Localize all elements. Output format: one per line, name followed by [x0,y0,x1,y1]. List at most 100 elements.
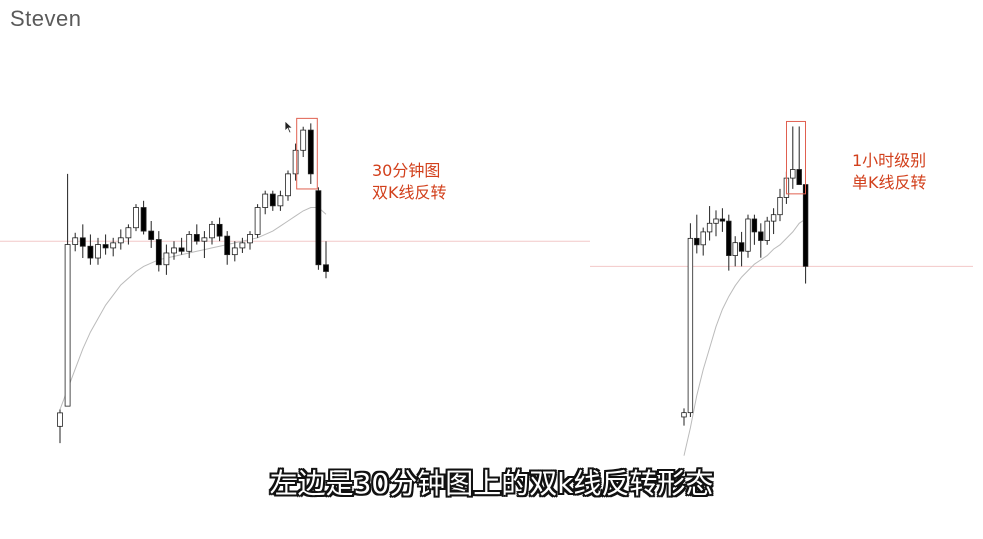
candle-body-down [140,207,147,232]
candle-body-down [307,129,314,175]
candle-14 [163,244,170,275]
candle-17 [790,126,796,189]
candle-body-down [224,235,231,256]
candle-26 [254,204,261,238]
candle-body-up [209,223,215,239]
candle-body-up [790,169,796,179]
candle-body-up [285,173,291,197]
candle-1 [687,223,694,417]
candle-body-up [764,220,770,241]
candle-body-up [300,129,307,151]
candle-body-up [186,234,193,252]
candle-body-down [155,239,162,266]
candle-21 [216,217,223,242]
candle-8 [117,229,124,250]
candle-18 [193,224,200,245]
candle-body-up [201,237,208,242]
candle-body-up [95,244,101,259]
candle-body-up [163,252,170,266]
candle-body-up [231,247,238,256]
candle-body-up [277,195,284,207]
candle-17 [186,231,193,259]
candle-body-down [726,220,732,256]
candle-body-up [770,214,777,222]
candle-10 [745,214,751,258]
annotation-1hour: 1小时级别 单K线反转 [852,150,927,194]
chart-30min [0,117,590,444]
candle-10 [133,204,139,232]
candle-body-up [57,412,63,427]
candle-30 [285,170,291,201]
annotation-30min-line1: 30分钟图 [372,161,441,180]
candle-31 [292,143,299,181]
candle-body-up [125,227,132,239]
candle-body-down [269,193,276,207]
candle-7 [726,214,732,271]
candle-body-up [72,237,79,245]
candle-body-down [79,237,86,247]
candle-4 [706,206,713,241]
candle-body-up [247,234,253,244]
candle-8 [732,236,738,267]
reversal-highlight-box [786,120,806,195]
candle-15 [171,241,177,260]
candle-body-up [133,207,139,229]
candle-body-down [178,247,185,252]
candle-body-up [745,218,751,252]
candle-3 [79,224,86,259]
candle-12 [758,223,764,258]
candle-13 [764,216,770,245]
candle-body-up [700,231,706,246]
candle-15 [777,188,783,222]
candle-body-down [796,169,802,185]
candle-body-up [117,237,124,244]
candle-body-down [719,218,726,222]
candle-body-up [732,242,738,256]
candle-27 [262,190,269,215]
candle-5 [713,210,719,237]
mouse-cursor-icon [284,120,294,134]
candle-3 [700,227,706,256]
candle-body-down [148,230,155,240]
candle-2 [72,232,79,252]
candle-6 [102,234,109,255]
annotation-1hour-line1: 1小时级别 [852,151,927,170]
annotation-30min: 30分钟图 双K线反转 [372,160,447,204]
chart-1hour [590,120,973,456]
candle-body-up [171,247,177,254]
candle-body-up [262,193,269,208]
annotation-1hour-line2: 单K线反转 [852,173,927,192]
candle-body-up [239,242,246,249]
candle-0 [681,408,687,426]
candle-body-down [102,244,109,249]
candle-body-down [216,223,223,237]
candle-16 [178,237,185,255]
candle-19 [802,184,809,284]
candle-11 [751,214,758,245]
candle-body-down [758,231,764,241]
annotation-30min-line2: 双K线反转 [372,183,447,202]
candle-11 [140,200,147,235]
moving-average-line [683,218,806,456]
candle-body-down [87,245,94,259]
candle-7 [110,237,117,257]
candle-body-up [292,149,299,175]
candle-25 [247,231,253,250]
candle-24 [239,237,246,253]
candle-12 [148,220,155,248]
candle-body-up [687,237,694,414]
candle-body-down [751,218,758,233]
candle-body-down [694,237,700,246]
candle-body-down [193,234,200,242]
candle-29 [277,190,284,211]
candle-6 [719,208,726,232]
candle-body-up [64,244,71,407]
candle-18 [796,126,802,185]
candle-body-down [315,190,322,266]
candle-2 [694,214,700,254]
candle-14 [770,208,777,235]
candle-1 [64,173,71,407]
candle-22 [224,231,231,265]
candle-body-up [713,218,719,224]
candle-33 [307,123,314,184]
